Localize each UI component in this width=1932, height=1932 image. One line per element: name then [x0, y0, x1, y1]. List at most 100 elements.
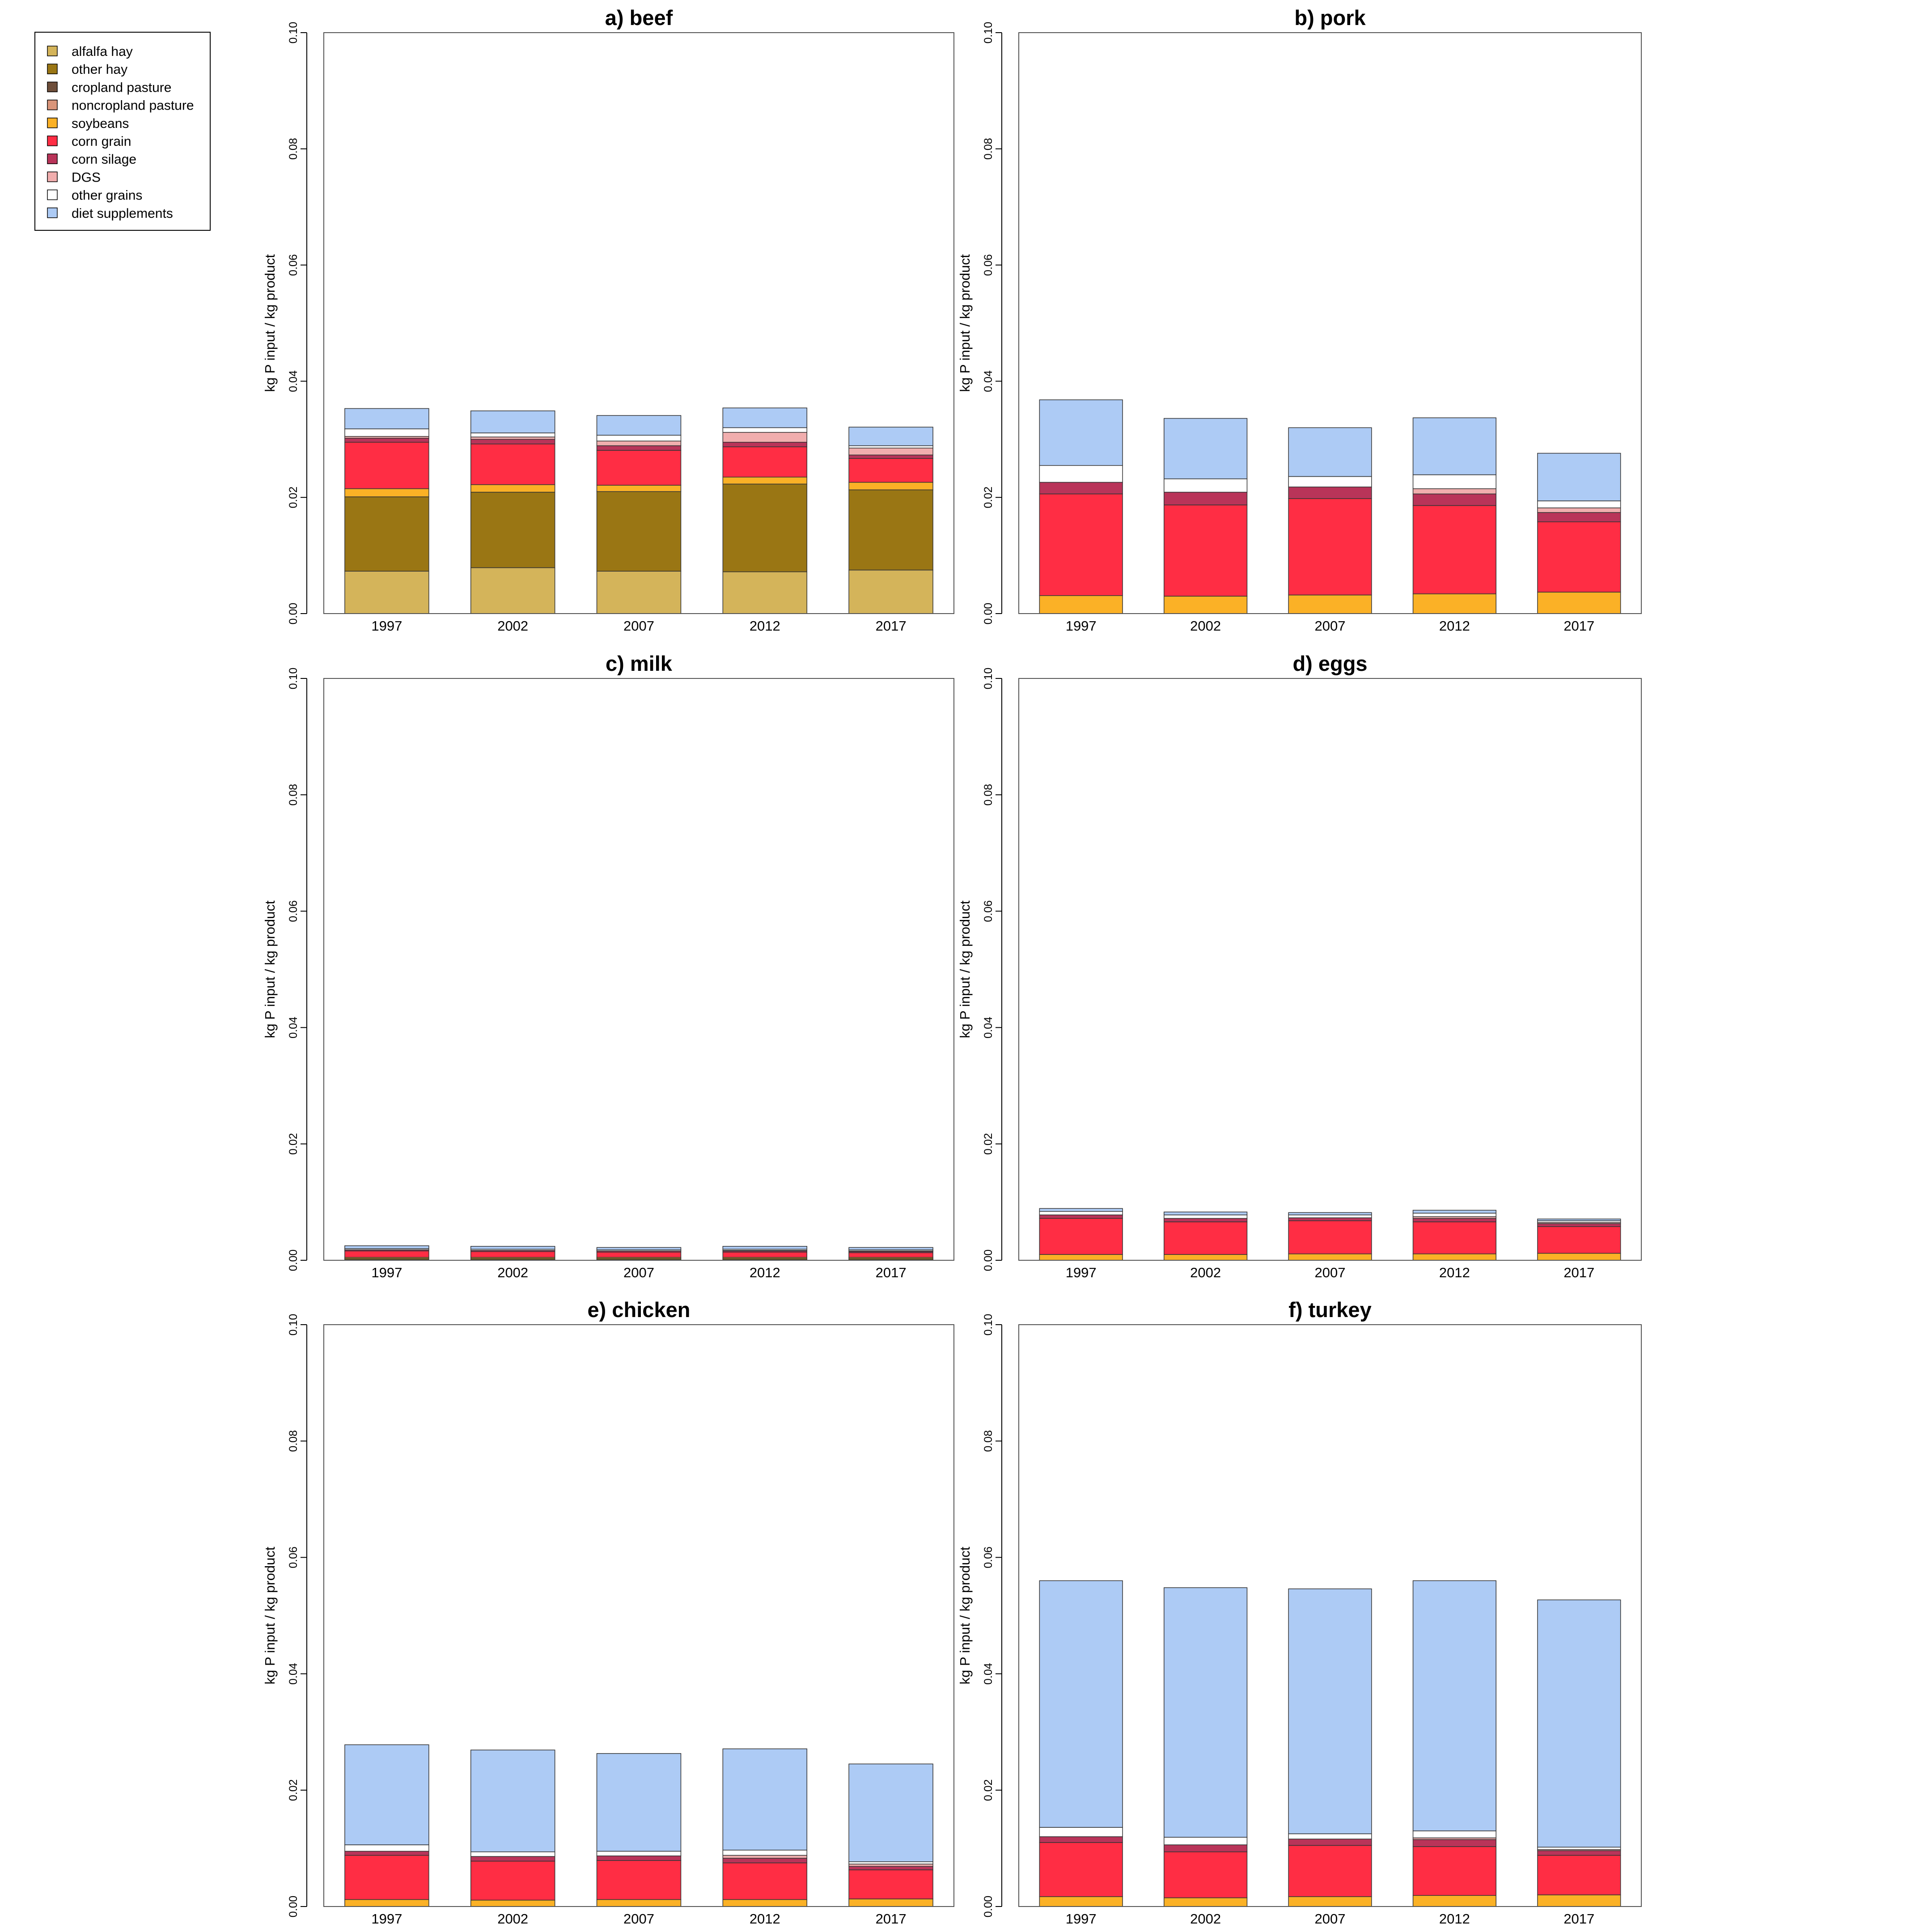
x-tick-label: 2012: [1439, 1911, 1470, 1927]
bar-segment-soybeans: [1039, 1254, 1123, 1260]
bar-stack-2012: [1413, 1210, 1496, 1260]
bar-segment-corn-grain: [345, 1251, 429, 1257]
y-tick-label: 0.10: [982, 1314, 995, 1336]
bar-segment-diet-supplements: [723, 1749, 807, 1850]
y-tick-label: 0.10: [982, 22, 995, 44]
bar-segment-diet-supplements: [1288, 1589, 1372, 1834]
bar-stack-2007: [597, 1754, 681, 1907]
bar-segment-corn-silage: [1288, 1218, 1372, 1221]
y-axis-label: kg P input / kg product: [957, 900, 973, 1038]
x-tick-label: 1997: [371, 1911, 402, 1927]
bar-segment-corn-silage: [597, 446, 681, 450]
x-tick-label: 2012: [1439, 1265, 1470, 1280]
bar-segment-diet-supplements: [1538, 1600, 1621, 1847]
bar-segment-other-hay: [471, 492, 555, 568]
legend-swatch: [47, 172, 57, 182]
y-axis-label: kg P input / kg product: [957, 254, 973, 392]
bar-stack-2012: [723, 1246, 807, 1260]
panel-title: e) chicken: [588, 1298, 691, 1322]
bar-segment-corn-grain: [1288, 499, 1372, 595]
bar-stack-2002: [1164, 1588, 1247, 1907]
y-tick-label: 0.10: [287, 1314, 300, 1336]
bar-segment-corn-grain: [1164, 1222, 1247, 1254]
bar-segment-corn-grain: [849, 1253, 933, 1257]
bar-stack-1997: [345, 408, 429, 614]
bar-segment-diet-supplements: [345, 1246, 429, 1249]
bar-stack-2002: [1164, 419, 1247, 614]
y-tick-label: 0.04: [982, 1017, 995, 1038]
bar-stack-2007: [1288, 1589, 1372, 1907]
bar-segment-soybeans: [723, 477, 807, 484]
bar-segment-soybeans: [723, 1899, 807, 1907]
y-tick-label: 0.08: [287, 784, 300, 806]
y-tick-label: 0.04: [287, 1663, 300, 1685]
bar-segment-diet-supplements: [345, 1745, 429, 1845]
legend-swatch: [47, 154, 57, 164]
y-tick-label: 0.08: [287, 138, 300, 160]
bar-segment-other-grains: [1039, 1212, 1123, 1215]
bar-segment-corn-grain: [471, 1861, 555, 1900]
bar-segment-soybeans: [1164, 1254, 1247, 1260]
bar-segment-diet-supplements: [1288, 428, 1372, 476]
x-tick-label: 2002: [497, 618, 528, 634]
bar-segment-diet-supplements: [471, 1246, 555, 1250]
bar-segment-diet-supplements: [1164, 1588, 1247, 1837]
x-tick-label: 1997: [1066, 1911, 1097, 1927]
y-tick-label: 0.00: [982, 603, 995, 625]
x-tick-label: 2007: [1315, 618, 1346, 634]
bar-stack-2017: [1538, 453, 1621, 614]
bar-segment-diet-supplements: [723, 1246, 807, 1250]
bar-segment-diet-supplements: [849, 1247, 933, 1250]
bar-segment-corn-grain: [345, 442, 429, 489]
bar-segment-other-grains: [1413, 1831, 1496, 1838]
legend-swatch: [47, 100, 57, 110]
bar-segment-other-grains: [1288, 1834, 1372, 1839]
bar-segment-diet-supplements: [597, 1247, 681, 1250]
bar-segment-diet-supplements: [597, 415, 681, 435]
bar-segment-corn-silage: [471, 439, 555, 444]
bar-segment-alfalfa-hay: [849, 570, 933, 614]
bar-segment-other-grains: [1288, 476, 1372, 487]
y-tick-label: 0.04: [982, 1663, 995, 1685]
bar-stack-2017: [849, 1764, 933, 1907]
y-tick-label: 0.02: [287, 487, 300, 508]
x-tick-label: 2002: [497, 1911, 528, 1927]
panel-title: f) turkey: [1288, 1298, 1371, 1322]
bar-segment-corn-grain: [1413, 505, 1496, 593]
y-tick-label: 0.00: [982, 1250, 995, 1271]
y-tick-label: 0.06: [287, 1546, 300, 1568]
x-tick-label: 2017: [876, 1911, 907, 1927]
bar-segment-corn-silage: [345, 1851, 429, 1855]
bar-stack-2012: [723, 408, 807, 614]
x-tick-label: 2007: [1315, 1911, 1346, 1927]
bar-segment-dgs: [849, 448, 933, 455]
y-tick-label: 0.06: [287, 254, 300, 276]
x-tick-label: 2012: [750, 618, 780, 634]
bar-segment-soybeans: [1288, 1254, 1372, 1260]
bar-segment-other-hay: [849, 490, 933, 570]
bar-segment-alfalfa-hay: [345, 571, 429, 614]
bar-segment-other-grains: [345, 1845, 429, 1851]
bar-segment-corn-silage: [1039, 1215, 1123, 1219]
bar-segment-corn-grain: [1164, 505, 1247, 596]
bar-segment-other-grains: [723, 1850, 807, 1856]
legend-label: other grains: [72, 188, 142, 203]
x-tick-label: 2007: [623, 1265, 654, 1280]
bar-segment-diet-supplements: [471, 1750, 555, 1852]
x-tick-label: 2007: [623, 618, 654, 634]
y-tick-label: 0.06: [982, 254, 995, 276]
bar-segment-diet-supplements: [471, 411, 555, 433]
bar-stack-1997: [345, 1745, 429, 1907]
bar-stack-1997: [1039, 400, 1123, 614]
y-tick-label: 0.10: [287, 22, 300, 44]
bar-stack-2012: [723, 1749, 807, 1907]
bar-segment-corn-grain: [1538, 1227, 1621, 1254]
y-tick-label: 0.00: [287, 1896, 300, 1918]
bar-segment-dgs: [597, 441, 681, 445]
bar-segment-diet-supplements: [723, 408, 807, 428]
bar-segment-corn-grain: [723, 1863, 807, 1899]
legend: alfalfa hay other hay cropland pasture nonc…: [35, 32, 210, 230]
bar-segment-corn-silage: [1413, 1218, 1496, 1222]
bar-segment-corn-silage: [345, 438, 429, 442]
bar-segment-corn-grain: [597, 1860, 681, 1899]
